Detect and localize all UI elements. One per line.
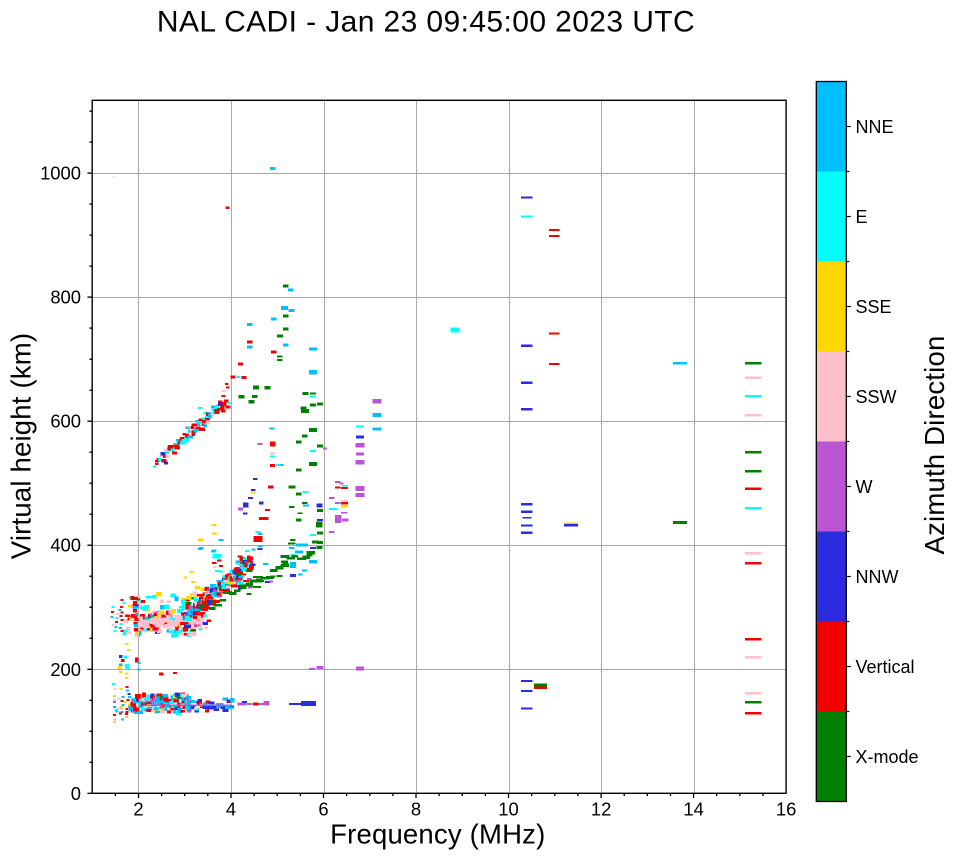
- svg-text:Azimuth Direction: Azimuth Direction: [919, 336, 950, 555]
- svg-text:12: 12: [591, 799, 611, 820]
- svg-text:800: 800: [50, 287, 81, 308]
- svg-text:600: 600: [50, 411, 81, 432]
- svg-text:NNE: NNE: [856, 117, 894, 137]
- svg-text:200: 200: [50, 659, 81, 680]
- svg-text:16: 16: [776, 799, 796, 820]
- svg-text:4: 4: [226, 799, 236, 820]
- svg-text:E: E: [856, 207, 868, 227]
- svg-text:1000: 1000: [40, 163, 81, 184]
- svg-text:2: 2: [133, 799, 143, 820]
- svg-text:14: 14: [683, 799, 703, 820]
- svg-text:0: 0: [71, 783, 81, 804]
- svg-text:400: 400: [50, 535, 81, 556]
- svg-text:SSE: SSE: [856, 297, 892, 317]
- svg-text:NAL CADI - Jan 23 09:45:00 202: NAL CADI - Jan 23 09:45:00 2023 UTC: [157, 6, 695, 39]
- svg-text:X-mode: X-mode: [856, 747, 919, 767]
- svg-text:NNW: NNW: [856, 567, 899, 587]
- svg-text:Vertical: Vertical: [856, 657, 915, 677]
- svg-text:Frequency (MHz): Frequency (MHz): [330, 819, 545, 850]
- svg-text:Virtual height (km): Virtual height (km): [6, 333, 37, 559]
- svg-text:W: W: [856, 477, 873, 497]
- svg-text:6: 6: [318, 799, 328, 820]
- svg-text:8: 8: [411, 799, 421, 820]
- svg-text:SSW: SSW: [856, 387, 897, 407]
- svg-text:10: 10: [498, 799, 518, 820]
